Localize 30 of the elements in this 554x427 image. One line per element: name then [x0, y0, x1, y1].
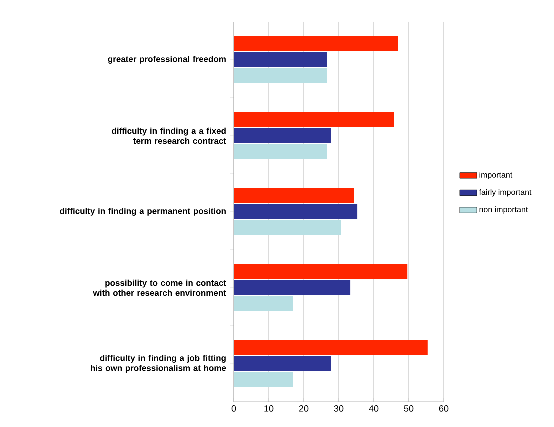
y-tick-label: difficulty in finding a job fitting his own professionalism at home	[91, 355, 226, 373]
bar	[234, 68, 328, 84]
x-tick-label: 10	[264, 406, 274, 412]
legend-label: important	[480, 172, 513, 180]
x-tick-label: 0	[232, 406, 236, 412]
bar	[234, 264, 408, 280]
x-tick-label: 60	[439, 406, 449, 412]
bar	[234, 36, 398, 52]
bar	[234, 144, 328, 160]
bar	[234, 372, 294, 388]
legend-label: fairly important	[479, 189, 532, 197]
bar	[234, 340, 428, 356]
y-tick-label: difficulty in finding a permanent position	[60, 208, 226, 216]
bar	[234, 128, 332, 144]
bar	[234, 296, 294, 312]
bar	[234, 280, 351, 296]
bar	[234, 112, 394, 128]
y-tick-label: difficulty in finding a a fixed term research contract	[112, 128, 226, 144]
y-tick-label: possibility to come in contact with other research environment	[93, 280, 226, 296]
bar	[234, 356, 332, 372]
x-tick-label: 20	[299, 406, 309, 412]
x-tick-label: 40	[369, 406, 379, 412]
legend-label: non important	[480, 206, 528, 214]
bar	[234, 204, 358, 220]
bar	[234, 188, 354, 204]
bar	[234, 52, 328, 68]
bar	[234, 220, 342, 236]
x-tick-label: 50	[404, 406, 414, 412]
x-tick-label: 30	[334, 406, 344, 412]
y-tick-label: greater professional freedom	[108, 56, 226, 64]
